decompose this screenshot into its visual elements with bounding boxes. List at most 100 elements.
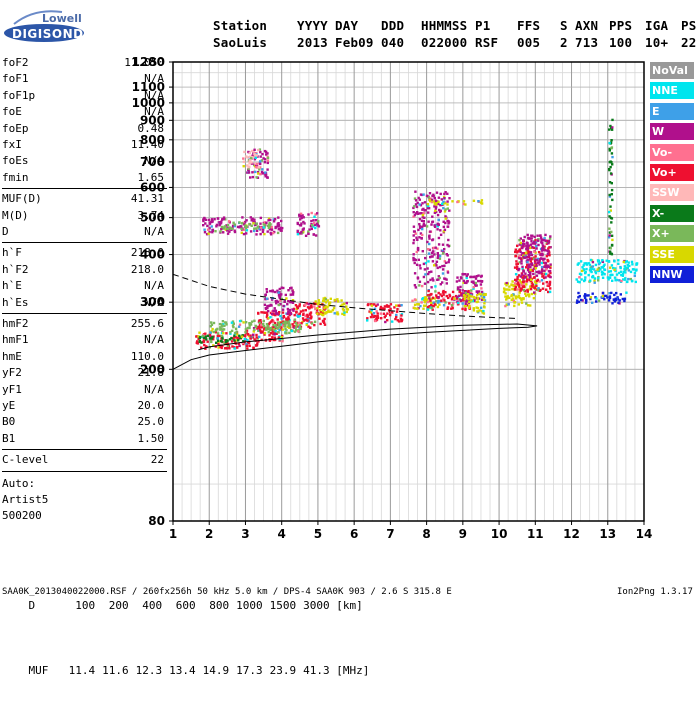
echo-mark [547,283,550,286]
echo-mark [212,344,215,347]
echo-mark [435,205,438,209]
echo-mark [548,280,552,284]
echo-mark [255,154,259,157]
echo-mark [480,274,483,278]
autoscaling-line: Artist5 [2,493,49,506]
echo-mark [594,271,598,275]
echo-mark [613,260,616,263]
distance-label: D [28,599,36,612]
header-label: AXN [575,18,599,33]
echo-mark [273,290,277,294]
echo-mark [256,342,259,345]
echo-mark [523,242,526,246]
echo-mark [465,274,468,278]
echo-mark [584,276,587,279]
echo-mark [597,266,601,270]
echo-mark [610,128,614,131]
echo-mark [421,227,424,231]
echo-mark [251,171,254,174]
echo-mark [400,304,403,307]
echo-mark [280,336,283,339]
echo-mark [282,304,285,308]
echo-mark [286,312,289,316]
echo-mark [413,214,417,217]
echo-mark [535,279,539,283]
echo-mark [474,284,477,287]
echo-mark [245,219,248,222]
echo-mark [518,239,521,242]
echo-mark [524,294,528,297]
echo-mark [242,228,245,231]
echo-mark [384,320,387,324]
echo-mark [231,345,234,348]
echo-mark [222,323,225,326]
echo-mark [247,150,250,154]
echo-mark [272,326,276,329]
echo-mark [203,228,206,231]
echo-mark [243,150,246,154]
echo-mark [512,299,516,302]
echo-mark [457,301,460,305]
echo-mark [225,323,228,326]
echo-mark [482,298,486,301]
echo-mark [616,296,619,299]
echo-mark [439,204,442,207]
echo-mark [516,244,519,247]
echo-mark [608,147,611,151]
echo-mark [332,306,336,310]
echo-mark [254,324,257,328]
echo-mark [582,264,585,267]
echo-mark [537,287,540,290]
echo-mark [333,299,336,302]
y-tick-label: 700 [140,155,165,169]
echo-mark [610,188,614,192]
data-marks [195,118,639,350]
echo-mark [506,296,509,299]
param-value: N/A [144,88,164,102]
echo-mark [529,265,532,269]
echo-mark [416,211,419,214]
echo-mark [412,253,415,256]
echo-mark [218,322,222,326]
echo-mark [314,226,317,230]
echo-mark [536,288,540,292]
echo-mark [446,203,449,206]
echo-mark [277,216,280,219]
echo-mark [441,252,445,255]
echo-mark [612,266,615,270]
echo-mark [433,253,436,256]
echo-mark [474,281,478,285]
echo-mark [544,272,548,276]
echo-mark [366,319,369,322]
echo-mark [620,279,623,283]
echo-mark [276,222,279,226]
echo-mark [266,230,269,233]
echo-mark [252,222,255,225]
echo-mark [474,277,478,280]
echo-mark [607,260,611,263]
echo-mark [313,323,316,327]
echo-mark [444,291,447,294]
echo-mark [246,326,249,330]
echo-mark [343,311,346,314]
echo-mark [206,228,210,231]
echo-mark [512,284,516,287]
echo-mark [204,345,208,348]
echo-mark [278,294,282,297]
param-name: h`F [2,246,22,260]
echo-mark [330,310,333,313]
echo-mark [417,228,420,232]
y-tick-label: 300 [140,295,165,309]
param-name: foEp [2,121,29,135]
echo-mark [278,287,281,291]
echo-mark [436,266,439,270]
echo-mark [543,273,546,276]
echo-mark [623,299,626,303]
echo-mark [526,247,529,250]
echo-mark [275,302,278,305]
echo-mark [505,284,508,287]
echo-mark [470,299,473,302]
echo-mark [631,263,634,266]
echo-mark [203,231,207,234]
echo-mark [253,158,257,161]
